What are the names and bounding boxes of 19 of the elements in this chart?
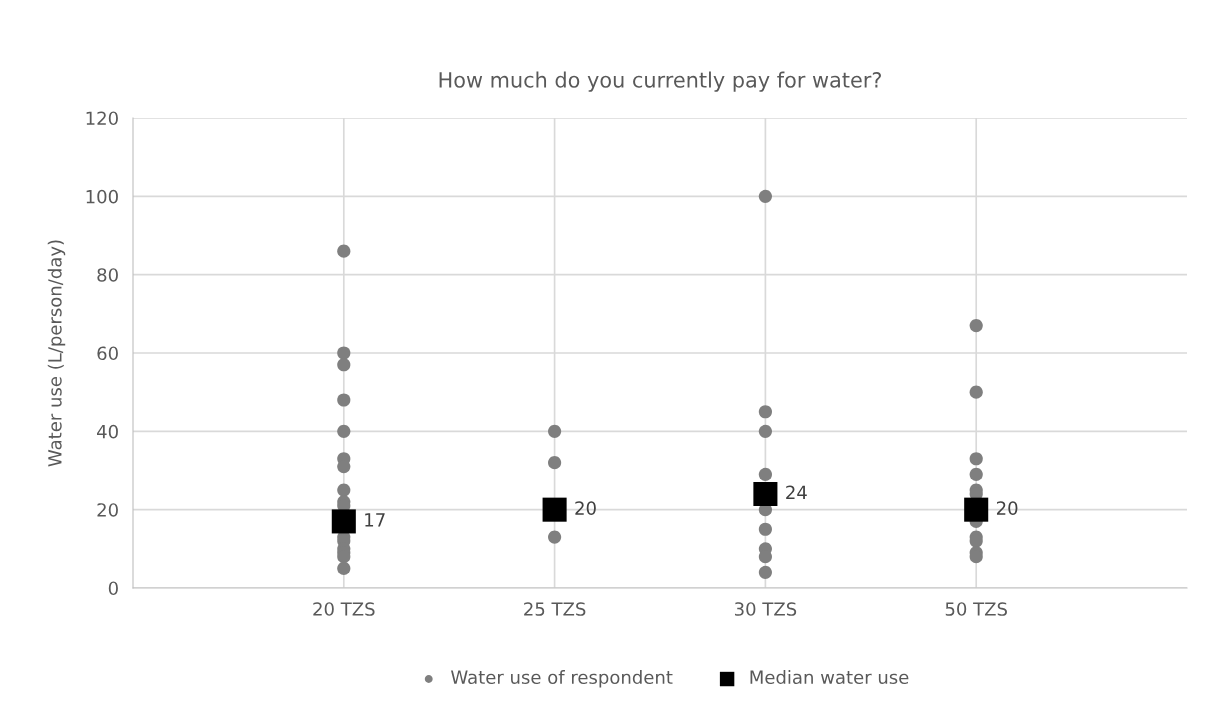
- legend-label: Median water use: [750, 670, 909, 685]
- x-tick-label: 20 TZS: [313, 602, 375, 616]
- y-tick-label: 0: [108, 581, 118, 596]
- data-label: 17: [365, 513, 385, 527]
- x-tick-label: 25 TZS: [524, 602, 586, 616]
- y-tick-label: 80: [97, 268, 118, 282]
- y-axis-title: Water use (L/person/day): [47, 240, 66, 467]
- y-tick-label: 40: [97, 424, 118, 439]
- data-label: 20: [996, 501, 1018, 515]
- y-tick-label: 60: [97, 346, 118, 361]
- x-tick-label: 50 TZS: [945, 602, 1007, 616]
- y-tick-label: 20: [97, 503, 118, 517]
- y-tick-label: 120: [86, 111, 118, 126]
- y-tick-label: 100: [86, 189, 118, 204]
- data-label: 24: [786, 485, 807, 499]
- data-label: 20: [575, 501, 596, 515]
- x-tick-label: 30 TZS: [734, 602, 797, 616]
- legend-label: Water use of respondent: [451, 670, 673, 688]
- chart-title: How much do you currently pay for water?: [439, 71, 881, 92]
